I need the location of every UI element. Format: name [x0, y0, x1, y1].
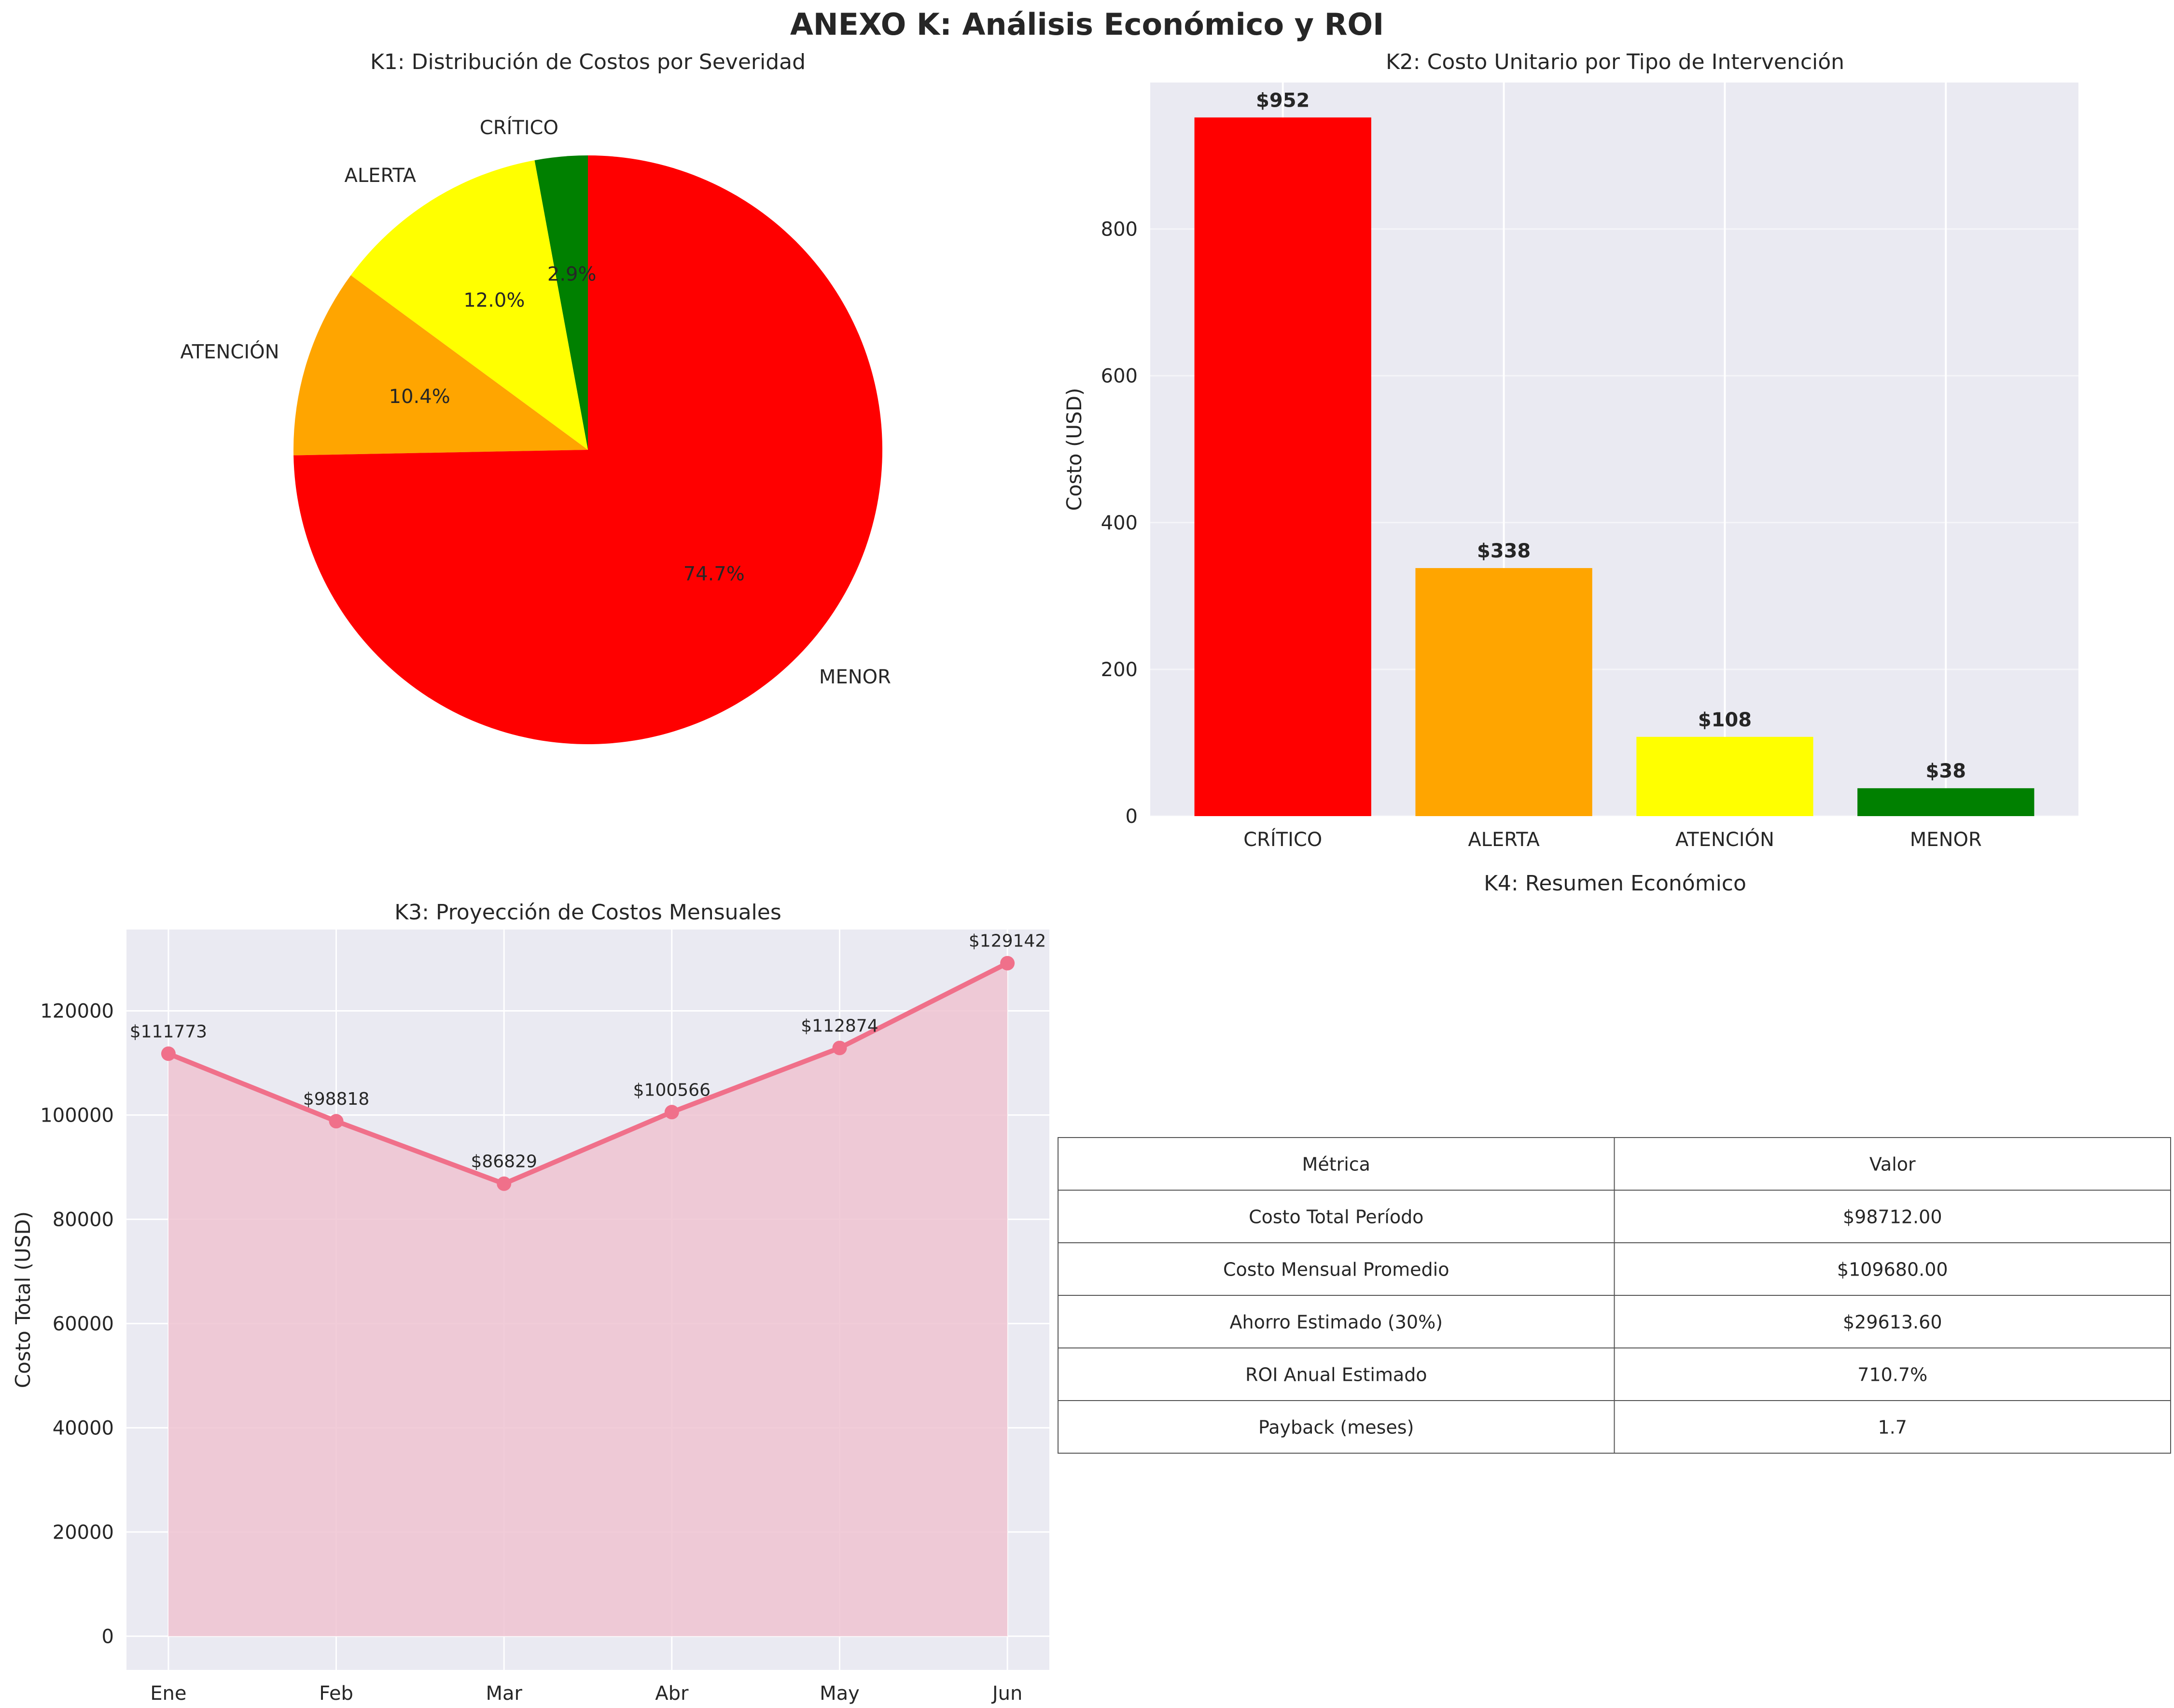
- pie-percent-atencion: 10.4%: [389, 386, 450, 408]
- k1-title: K1: Distribución de Costos por Severidad: [370, 50, 806, 74]
- k2-x-tick-label-alerta: ALERTA: [1468, 829, 1540, 851]
- k3-series-line: [167, 961, 1009, 1186]
- table-header-cell: [1058, 1137, 1615, 1191]
- k3-y-tick-label: 100000: [40, 1104, 114, 1126]
- table-cell: [1058, 1400, 1615, 1454]
- table-cell: [1614, 1190, 2171, 1243]
- table-cell: [1614, 1400, 2171, 1454]
- pie-label-atencion: ATENCIÓN: [181, 340, 279, 363]
- k3-point-ene: [161, 1046, 176, 1061]
- k3-y-tick-label: 120000: [40, 1000, 114, 1022]
- k2-y-tick-label: 200: [1101, 659, 1138, 681]
- table-cell: [1058, 1190, 1615, 1243]
- bar-value-label-alerta: $338: [1477, 540, 1531, 562]
- k3-x-tick-label-feb: Feb: [319, 1682, 353, 1705]
- k3-value-label-mar: $86829: [471, 1152, 537, 1172]
- k2-y-axis-label: Costo (USD): [1062, 388, 1086, 511]
- pie-label-alerta: ALERTA: [345, 165, 417, 187]
- k3-filled-area: [168, 963, 1008, 1637]
- pie-label-critico: CRÍTICO: [480, 116, 558, 139]
- table-header-cell: [1614, 1137, 2171, 1191]
- table-cell-text: $98712.00: [1843, 1207, 1942, 1228]
- k3-y-tick-label: 60000: [53, 1313, 114, 1335]
- bar-atencion: [1636, 736, 1813, 816]
- line-chart-k3: K3: Proyección de Costos Mensuales $1117…: [11, 900, 1049, 1705]
- pie-percent-alerta: 12.0%: [463, 290, 525, 312]
- k2-x-tick-label-atencion: ATENCIÓN: [1675, 828, 1774, 851]
- bar-menor: [1857, 788, 2035, 816]
- bar-value-label-menor: $38: [1926, 760, 1966, 782]
- k3-point-feb: [329, 1114, 344, 1129]
- k3-y-tick-label: 40000: [53, 1417, 114, 1439]
- k3-x-tick-label-ene: Ene: [150, 1682, 186, 1705]
- bar-alerta: [1415, 568, 1592, 816]
- k3-y-tick-label: 0: [102, 1625, 114, 1648]
- pie-percent-critico: 2.9%: [547, 264, 597, 286]
- pie-slice-atencion: [293, 275, 588, 456]
- table-cell-text: ROI Anual Estimado: [1245, 1364, 1427, 1386]
- table-cell-text: Ahorro Estimado (30%): [1229, 1312, 1443, 1333]
- table-cell: [1058, 1242, 1615, 1296]
- k3-point-abr: [664, 1105, 679, 1120]
- k3-y-axis-label: Costo Total (USD): [11, 1211, 35, 1388]
- table-cell-text: $109680.00: [1837, 1259, 1948, 1280]
- k2-title: K2: Costo Unitario por Tipo de Intervenc…: [1386, 50, 1844, 74]
- table-header-text: Métrica: [1302, 1154, 1370, 1175]
- figure-title: ANEXO K: Análisis Económico y ROI: [790, 7, 1384, 42]
- table-cell-text: Costo Mensual Promedio: [1223, 1259, 1449, 1280]
- k2-y-tick-label: 800: [1101, 219, 1138, 241]
- k3-x-tick-label-mar: Mar: [486, 1682, 522, 1705]
- k2-y-tick-label: 400: [1101, 512, 1138, 534]
- bar-value-label-critico: $952: [1256, 89, 1310, 111]
- k3-x-tick-label-may: May: [820, 1682, 860, 1705]
- k3-point-mar: [497, 1176, 512, 1191]
- summary-table-k4: K4: Resumen Económico Métrica Valor Costo …: [1058, 871, 2171, 1454]
- pie-slice-menor: [293, 155, 882, 744]
- table-cell: [1058, 1295, 1615, 1348]
- table-cell-text: Costo Total Período: [1249, 1207, 1423, 1228]
- k3-value-label-feb: $98818: [303, 1089, 369, 1109]
- k3-y-tick-label: 80000: [53, 1208, 114, 1231]
- table-cell-text: 710.7%: [1857, 1364, 1927, 1386]
- pie-chart-k1: K1: Distribución de Costos por Severidad…: [181, 50, 891, 744]
- k3-point-jun: [1000, 956, 1015, 971]
- table-cell: [1614, 1347, 2171, 1401]
- k3-value-label-ene: $111773: [130, 1022, 207, 1041]
- k3-y-tick-label: 20000: [53, 1521, 114, 1543]
- k3-x-tick-label-abr: Abr: [655, 1682, 689, 1705]
- table-cell-text: $29613.60: [1843, 1312, 1942, 1333]
- pie-slice-critico: [534, 155, 588, 450]
- table-cell: [1614, 1242, 2171, 1296]
- pie-label-menor: MENOR: [819, 666, 891, 688]
- k3-x-tick-label-jun: Jun: [991, 1682, 1023, 1705]
- table-cell-text: Payback (meses): [1258, 1417, 1414, 1438]
- k4-title: K4: Resumen Económico: [1484, 871, 1746, 896]
- k3-value-label-may: $112874: [801, 1016, 878, 1036]
- k3-title: K3: Proyección de Costos Mensuales: [394, 900, 781, 925]
- bar-value-label-atencion: $108: [1698, 709, 1752, 731]
- k2-x-tick-label-critico: CRÍTICO: [1243, 828, 1322, 851]
- k3-value-label-abr: $100566: [633, 1080, 711, 1100]
- k2-y-tick-label: 0: [1126, 805, 1138, 828]
- table-header-text: Valor: [1869, 1154, 1916, 1175]
- k2-y-tick-label: 600: [1101, 365, 1138, 388]
- k3-point-may: [832, 1041, 847, 1055]
- bar-critico: [1194, 117, 1371, 816]
- pie-slice-alerta: [350, 160, 588, 450]
- bar-chart-k2: K2: Costo Unitario por Tipo de Intervenc…: [1062, 50, 2078, 851]
- k3-value-label-jun: $129142: [969, 931, 1046, 951]
- table-cell-text: 1.7: [1878, 1417, 1907, 1438]
- pie-percent-menor: 74.7%: [683, 563, 745, 585]
- k2-x-tick-label-menor: MENOR: [1910, 829, 1982, 851]
